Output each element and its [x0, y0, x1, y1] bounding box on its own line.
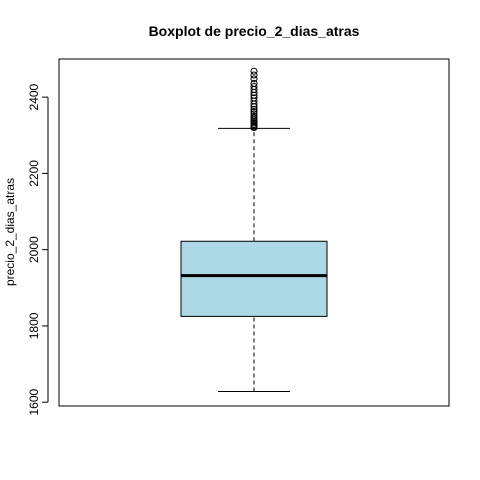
y-tick-label-2: 2000: [27, 236, 41, 263]
y-tick-label-0: 1600: [27, 389, 41, 416]
chart-title: Boxplot de precio_2_dias_atras: [149, 23, 360, 39]
outlier-point-10: [250, 108, 258, 116]
outlier-point-21: [250, 75, 258, 83]
outlier-point-11: [250, 105, 258, 113]
outlier-point-9: [250, 110, 258, 118]
y-tick-label-3: 2200: [27, 160, 41, 187]
outlier-point-22: [250, 71, 258, 79]
y-axis: 1600 1800 2000 2200 2400: [27, 83, 49, 416]
outlier-point-15: [250, 94, 258, 102]
y-tick-label-1: 1800: [27, 312, 41, 339]
box-group: [180, 67, 328, 393]
iqr-box: [180, 240, 328, 317]
plot-frame: [58, 58, 450, 407]
outlier-point-19: [250, 82, 258, 90]
y-tick-label-4: 2400: [27, 83, 41, 110]
outlier-point-23: [250, 67, 258, 75]
y-axis-label: precio_2_dias_atras: [3, 178, 17, 286]
outlier-point-8: [250, 112, 258, 120]
outlier-point-20: [250, 79, 258, 87]
